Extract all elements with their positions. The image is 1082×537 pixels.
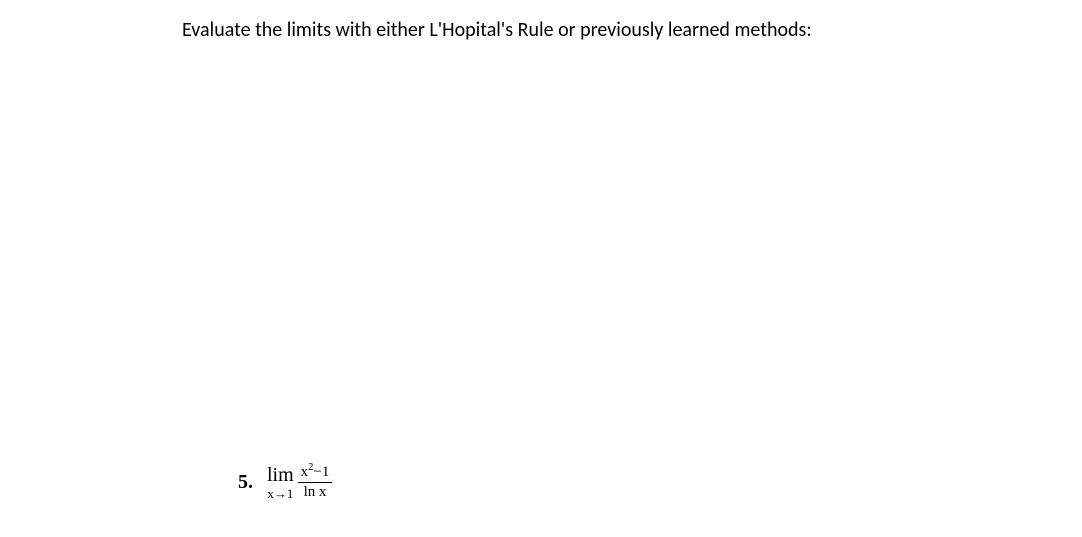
problem-5: 5. lim x→1 x2−1 ln x xyxy=(238,464,332,500)
numerator: x2−1 xyxy=(298,464,333,482)
instruction-text: Evaluate the limits with either L'Hopita… xyxy=(182,18,812,42)
fraction: x2−1 ln x xyxy=(298,464,333,500)
problem-number: 5. xyxy=(238,471,253,494)
denominator: ln x xyxy=(298,482,333,501)
limit-subscript: x→1 xyxy=(267,487,293,500)
limit-expression: lim x→1 x2−1 ln x xyxy=(267,464,332,500)
limit-operator: lim xyxy=(267,465,294,485)
limit-operator-block: lim x→1 xyxy=(267,465,294,500)
